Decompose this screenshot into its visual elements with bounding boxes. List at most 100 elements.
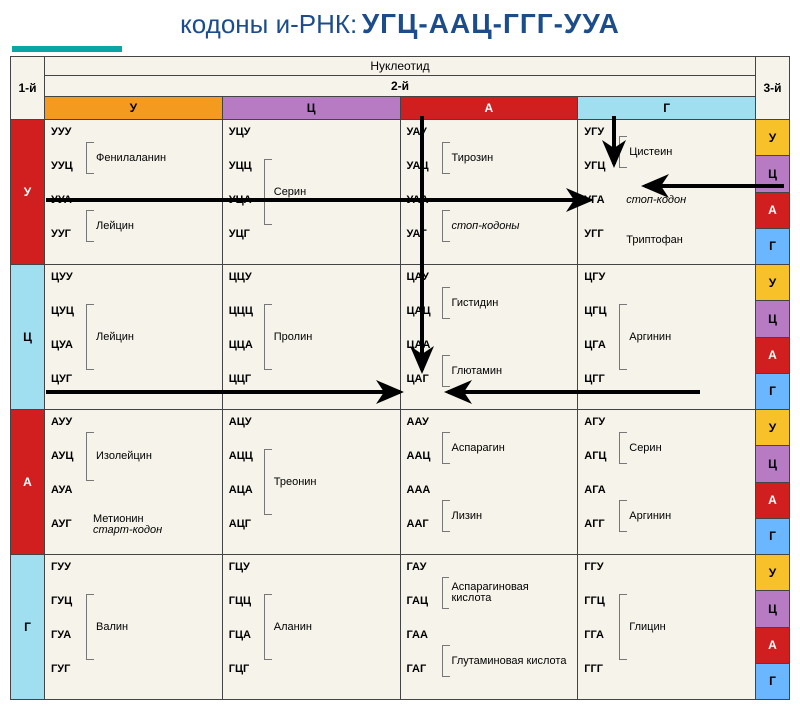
amino-acid: Тирозин bbox=[452, 153, 494, 164]
cell-u-c: УЦУУЦЦУЦАУЦГСерин bbox=[222, 120, 400, 265]
triplet: УАУ bbox=[407, 124, 441, 158]
cell-a-u: АУУАУЦАУААУГИзолейцинМетионинстарт-кодон bbox=[45, 410, 223, 555]
triplet: ГГА bbox=[584, 627, 618, 661]
triplet: АУУ bbox=[51, 414, 85, 448]
triplet: ЦАГ bbox=[407, 371, 441, 405]
amino-acid: Треонин bbox=[274, 477, 317, 488]
amino-acid: Валин bbox=[96, 622, 128, 633]
amino-acid: Триптофан bbox=[626, 235, 683, 246]
amino-acid: Аланин bbox=[274, 622, 312, 633]
triplet: ГАГ bbox=[407, 661, 441, 695]
triplet: УУУ bbox=[51, 124, 85, 158]
triplet: УАГ bbox=[407, 226, 441, 260]
triplet: УЦЦ bbox=[229, 158, 263, 192]
title-codons: УГЦ-ААЦ-ГГГ-УУА bbox=[362, 8, 620, 39]
third-g-0: У bbox=[756, 555, 790, 591]
col-u-header: У bbox=[45, 97, 223, 120]
amino-acid: Глутаминовая кислота bbox=[452, 656, 567, 667]
row-g-header: Г bbox=[11, 555, 45, 700]
cell-u-a: УАУУАЦУААУАГТирозинстоп-кодоны bbox=[400, 120, 578, 265]
amino-acid: Серин bbox=[629, 443, 661, 454]
amino-acid: Глицин bbox=[629, 622, 665, 633]
triplet: ГАУ bbox=[407, 559, 441, 593]
amino-acid: Цистеин bbox=[629, 147, 672, 158]
triplet: АГГ bbox=[584, 516, 618, 550]
triplet: ГУА bbox=[51, 627, 85, 661]
amino-acid: Фенилаланин bbox=[96, 153, 166, 164]
triplet: ЦЦА bbox=[229, 337, 263, 371]
triplet: ГЦА bbox=[229, 627, 263, 661]
triplet: АЦА bbox=[229, 482, 263, 516]
col-c-header: Ц bbox=[222, 97, 400, 120]
row-u-header: У bbox=[11, 120, 45, 265]
third-g-1: Ц bbox=[756, 591, 790, 627]
triplet: ГАЦ bbox=[407, 593, 441, 627]
amino-acid: Аргинин bbox=[629, 511, 671, 522]
triplet: АГА bbox=[584, 482, 618, 516]
amino-acid: Лейцин bbox=[96, 332, 134, 343]
triplet: ЦАУ bbox=[407, 269, 441, 303]
cell-g-a: ГАУГАЦГААГАГАспарагиновая кислотаГлутами… bbox=[400, 555, 578, 700]
second-header: 2-й bbox=[45, 76, 756, 97]
cell-c-g: ЦГУЦГЦЦГАЦГГАргинин bbox=[578, 265, 756, 410]
third-u-0: У bbox=[756, 120, 790, 156]
amino-acid-sub: старт-кодон bbox=[93, 525, 162, 536]
triplet: УУА bbox=[51, 192, 85, 226]
amino-acid: Изолейцин bbox=[96, 451, 152, 462]
amino-acid: Аспарагиновая кислота bbox=[451, 582, 571, 604]
third-c-1: Ц bbox=[756, 301, 790, 337]
triplet: УЦГ bbox=[229, 226, 263, 260]
triplet: ГЦЦ bbox=[229, 593, 263, 627]
cell-a-g: АГУАГЦАГААГГСеринАргинин bbox=[578, 410, 756, 555]
triplet: ААА bbox=[407, 482, 441, 516]
third-a-2: А bbox=[756, 482, 790, 518]
cell-g-u: ГУУГУЦГУАГУГВалин bbox=[45, 555, 223, 700]
triplet: ГЦГ bbox=[229, 661, 263, 695]
amino-acid: Серин bbox=[274, 187, 306, 198]
cell-u-g: УГУУГЦУГАУГГЦистеинстоп-кодонТриптофан bbox=[578, 120, 756, 265]
triplet: ГГУ bbox=[584, 559, 618, 593]
cell-c-a: ЦАУЦАЦЦААЦАГГистидинГлютамин bbox=[400, 265, 578, 410]
third-a-3: Г bbox=[756, 518, 790, 554]
amino-acid: Аргинин bbox=[629, 332, 671, 343]
amino-acid: Лизин bbox=[452, 511, 483, 522]
triplet: ЦУУ bbox=[51, 269, 85, 303]
amino-acid: Лейцин bbox=[96, 221, 134, 232]
third-g-3: Г bbox=[756, 663, 790, 699]
triplet: ЦЦГ bbox=[229, 371, 263, 405]
triplet: ЦЦЦ bbox=[229, 303, 263, 337]
triplet: АЦЦ bbox=[229, 448, 263, 482]
triplet: УЦУ bbox=[229, 124, 263, 158]
amino-acid: Метионин bbox=[93, 514, 162, 525]
triplet: ЦУГ bbox=[51, 371, 85, 405]
row-c-header: Ц bbox=[11, 265, 45, 410]
triplet: ЦГУ bbox=[584, 269, 618, 303]
amino-acid: Пролин bbox=[274, 332, 313, 343]
triplet: ЦГА bbox=[584, 337, 618, 371]
top-header: Нуклеотид bbox=[45, 57, 756, 76]
cell-c-u: ЦУУЦУЦЦУАЦУГЛейцин bbox=[45, 265, 223, 410]
third-c-2: А bbox=[756, 337, 790, 373]
triplet: ААУ bbox=[407, 414, 441, 448]
triplet: АГУ bbox=[584, 414, 618, 448]
codon-table: 1-й Нуклеотид 3-й 2-й У Ц А Г УУУУУУЦУУА… bbox=[10, 56, 790, 700]
triplet: ААГ bbox=[407, 516, 441, 550]
triplet: ААЦ bbox=[407, 448, 441, 482]
third-a-1: Ц bbox=[756, 446, 790, 482]
triplet: ГГГ bbox=[584, 661, 618, 695]
triplet: ЦУА bbox=[51, 337, 85, 371]
triplet: АЦГ bbox=[229, 516, 263, 550]
third-label: 3-й bbox=[756, 57, 790, 120]
triplet: АУЦ bbox=[51, 448, 85, 482]
triplet: УАЦ bbox=[407, 158, 441, 192]
col-g-header: Г bbox=[578, 97, 756, 120]
amino-acid: Глютамин bbox=[452, 366, 503, 377]
table-wrap: 1-й Нуклеотид 3-й 2-й У Ц А Г УУУУУУЦУУА… bbox=[0, 52, 800, 706]
triplet: ЦАА bbox=[407, 337, 441, 371]
cell-c-c: ЦЦУЦЦЦЦЦАЦЦГПролин bbox=[222, 265, 400, 410]
third-a-0: У bbox=[756, 410, 790, 446]
triplet: ГУУ bbox=[51, 559, 85, 593]
triplet: УГУ bbox=[584, 124, 618, 158]
triplet: ГГЦ bbox=[584, 593, 618, 627]
title-prefix: кодоны и-РНК: bbox=[180, 9, 357, 39]
